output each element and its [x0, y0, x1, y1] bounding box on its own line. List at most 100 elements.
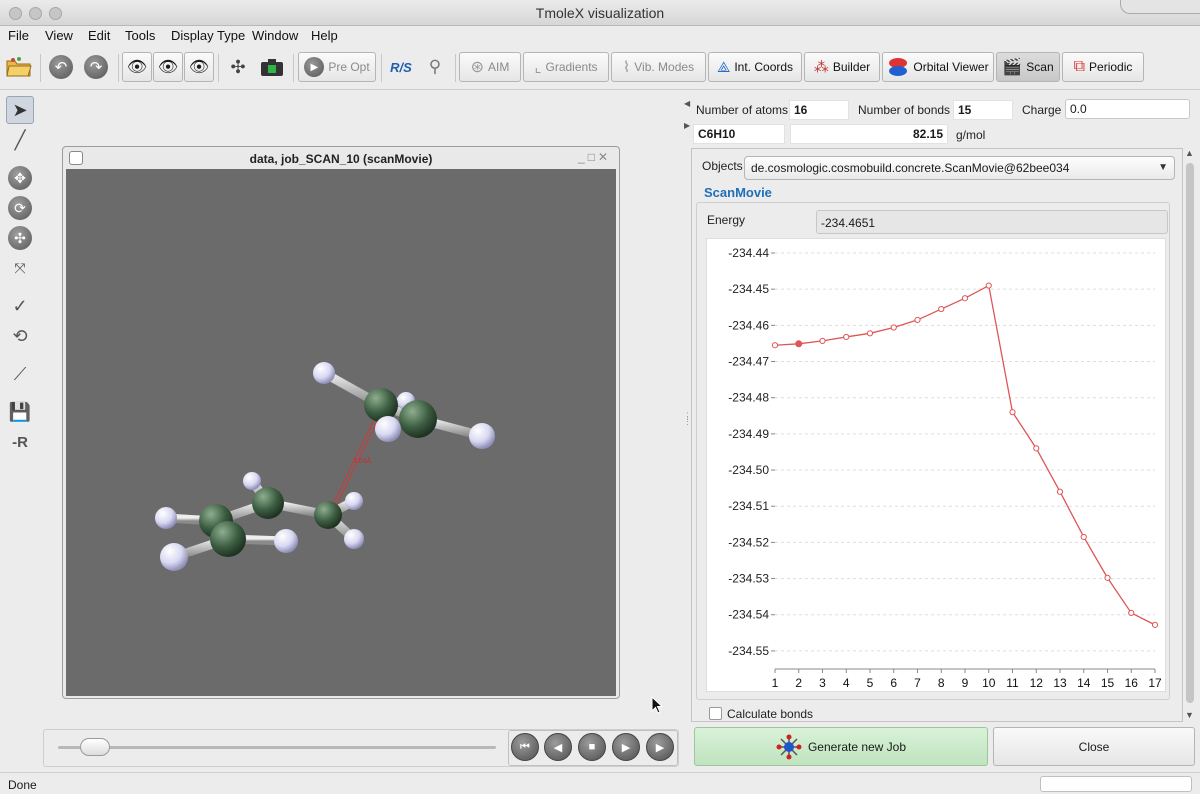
energy-chart-svg[interactable]: -234.44 -234.45 -234.46 -234.47 -234.48 -234.… [707, 239, 1167, 693]
expand-right-icon[interactable]: ▶ [684, 121, 691, 130]
energy-point[interactable] [1080, 533, 1087, 541]
first-frame-button[interactable]: ⏮ [511, 733, 539, 761]
minimize-window-icon[interactable] [29, 7, 42, 20]
stop-button[interactable]: ■ [578, 733, 606, 761]
redo-icon: ↷ [84, 55, 108, 79]
draw-bond-tool[interactable]: ╱ [6, 126, 34, 154]
menu-tools[interactable]: Tools [125, 28, 156, 43]
vib-modes-button[interactable]: ⌇ Vib. Modes [611, 52, 706, 82]
energy-point[interactable] [1009, 409, 1016, 416]
energy-point[interactable] [1128, 609, 1135, 617]
x-tick-label: 17 [1148, 676, 1162, 690]
energy-point[interactable] [938, 305, 945, 313]
x-tick-label: 10 [982, 676, 996, 690]
menu-view[interactable]: View [45, 28, 73, 43]
frame-slider-handle[interactable] [80, 738, 110, 756]
menu-window[interactable]: Window [252, 28, 299, 43]
periodic-button[interactable]: ⧉ Periodic [1062, 52, 1144, 82]
zoom-tool[interactable]: ✣ [6, 224, 34, 252]
rs-button[interactable]: R/S [385, 52, 417, 82]
energy-point[interactable] [843, 333, 850, 341]
scan-button[interactable]: 🎬 Scan [996, 52, 1060, 82]
energy-point[interactable] [961, 295, 969, 302]
molecule-canvas[interactable]: 3.04Å [66, 169, 616, 696]
periodic-icon: ⧉ [1073, 58, 1086, 75]
atoms[interactable] [155, 362, 495, 571]
menu-display-type[interactable]: Display Type [171, 28, 246, 43]
zoom-window-icon[interactable] [49, 7, 62, 20]
molecule-view[interactable]: 3.04Å [66, 169, 616, 696]
energy-point[interactable] [819, 337, 826, 345]
molecule-icon: ⁂ [813, 59, 829, 76]
scroll-down-icon[interactable]: ▼ [1185, 710, 1194, 720]
next-frame-button[interactable]: ▶ [646, 733, 674, 761]
energy-point[interactable] [914, 316, 921, 324]
eye-move-icon: 👁 [126, 59, 148, 76]
measure-angle-tool[interactable]: ✓ [6, 292, 34, 320]
objects-dropdown[interactable]: de.cosmologic.cosmobuild.concrete.ScanMo… [744, 156, 1175, 180]
play-icon: ▶ [621, 741, 631, 754]
stop-icon: ■ [588, 741, 596, 753]
frame-slider-track[interactable] [58, 746, 496, 749]
energy-point[interactable] [1104, 574, 1111, 581]
select-tool[interactable]: ➤ [6, 96, 34, 124]
collapse-left-icon[interactable]: ◀ [684, 99, 691, 108]
scroll-up-icon[interactable]: ▲ [1185, 148, 1194, 158]
gradients-button[interactable]: ⌞ Gradients [523, 52, 609, 82]
energy-point[interactable] [771, 342, 779, 349]
panel-scrollbar[interactable]: ▲ ▼ [1183, 148, 1197, 722]
mass-unit: g/mol [956, 128, 986, 142]
rs-label: R/S [390, 59, 412, 75]
splitter-handle[interactable]: ⋮ ⋮ [683, 411, 692, 426]
close-window-icon[interactable] [9, 7, 22, 20]
view-move-button[interactable]: 👁 [122, 52, 152, 82]
redo-button[interactable]: ↷ [81, 52, 111, 82]
energy-point[interactable] [985, 282, 992, 289]
measure-distance-tool[interactable]: ⟋ [6, 360, 34, 388]
energy-point[interactable] [795, 340, 803, 348]
aim-button[interactable]: ⊛ AIM [459, 52, 521, 82]
num-bonds-value: 15 [953, 100, 1013, 120]
r-tool[interactable]: -R [6, 428, 34, 456]
fit-tool[interactable]: ⤧ [6, 254, 34, 282]
play-backward-button[interactable]: ◀ [544, 733, 572, 761]
window-controls-icon[interactable]: _□✕ [578, 150, 611, 164]
builder-button[interactable]: ⁂ Builder [804, 52, 880, 82]
scrollbar-thumb[interactable] [1186, 163, 1194, 703]
energy-point[interactable] [1151, 621, 1159, 628]
charge-input[interactable]: 0.0 [1065, 99, 1190, 119]
view-rotate-button[interactable]: 👁 [153, 52, 183, 82]
rotate-tool[interactable]: ⟳ [6, 194, 34, 222]
energy-point[interactable] [866, 330, 874, 337]
y-tick-label: -234.49 [728, 427, 769, 441]
menu-file[interactable]: File [8, 28, 29, 43]
play-button[interactable]: ▶ [612, 733, 640, 761]
undo-button[interactable]: ↶ [46, 52, 76, 82]
int-coords-button[interactable]: ⟁ Int. Coords [708, 52, 802, 82]
energy-point[interactable] [1033, 445, 1040, 452]
window-checkbox[interactable] [69, 151, 83, 165]
save-tool[interactable]: 💾 [6, 398, 34, 426]
energy-point[interactable] [1056, 488, 1064, 495]
open-folder-button[interactable] [4, 52, 34, 82]
search-tool-button[interactable]: ⚲ [420, 52, 450, 82]
close-button[interactable]: Close [993, 727, 1195, 766]
camera-icon [261, 59, 283, 76]
view-zoom-button[interactable]: 👁 [184, 52, 214, 82]
orbital-viewer-button[interactable]: Orbital Viewer [882, 52, 994, 82]
fit-view-button[interactable]: ✣ [223, 52, 253, 82]
move-tool[interactable]: ✥ [6, 164, 34, 192]
mass-value: 82.15 [790, 124, 948, 144]
pre-opt-button[interactable]: ▶ Pre Opt [298, 52, 376, 82]
menu-edit[interactable]: Edit [88, 28, 111, 43]
x-tick-label: 16 [1125, 676, 1139, 690]
scan-group [696, 202, 1170, 700]
energy-chart[interactable]: -234.44 -234.45 -234.46 -234.47 -234.48 -234.… [706, 238, 1166, 692]
measure-dihedral-tool[interactable]: ⟲ [6, 322, 34, 350]
calculate-bonds-checkbox[interactable] [709, 707, 722, 720]
energy-point[interactable] [890, 324, 897, 331]
menu-help[interactable]: Help [311, 28, 338, 43]
check-angle-icon: ✓ [12, 295, 28, 316]
generate-job-button[interactable]: Generate new Job [694, 727, 988, 766]
screenshot-button[interactable] [257, 52, 287, 82]
